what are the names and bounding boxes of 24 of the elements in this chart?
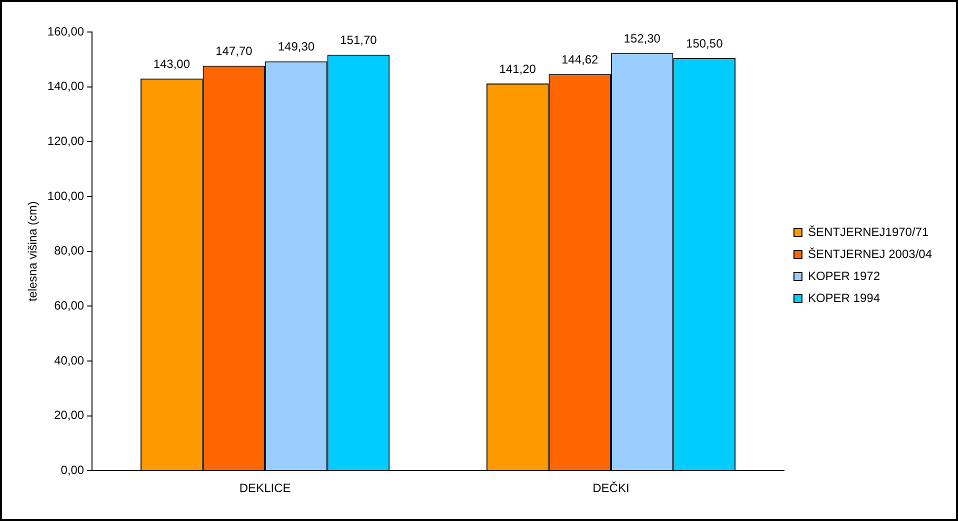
y-tick-label: 60,00 bbox=[54, 298, 84, 312]
y-tick-label: 0,00 bbox=[60, 462, 84, 477]
data-label: 150,50 bbox=[686, 36, 724, 50]
y-tick-label: 120,00 bbox=[47, 134, 84, 148]
legend-label: ŠENTJERNEJ1970/71 bbox=[808, 224, 929, 239]
y-tick-label: 100,00 bbox=[47, 188, 84, 203]
data-label: 144,62 bbox=[562, 52, 599, 66]
y-tick-label: 20,00 bbox=[54, 408, 84, 422]
y-axis-title: telesna višina (cm) bbox=[26, 201, 40, 302]
data-label: 151,70 bbox=[340, 33, 378, 48]
data-label: 143,00 bbox=[153, 56, 190, 71]
legend-label: ŠENTJERNEJ 2003/04 bbox=[808, 246, 932, 261]
data-label: 141,20 bbox=[499, 62, 536, 76]
data-label: 152,30 bbox=[624, 31, 661, 46]
y-tick-label: 40,00 bbox=[54, 353, 84, 368]
x-tick-label: DEKLICE bbox=[239, 481, 291, 496]
legend-label: KOPER 1994 bbox=[808, 290, 880, 305]
y-tick-label: 140,00 bbox=[47, 79, 84, 94]
y-tick-label: 160,00 bbox=[47, 24, 84, 38]
data-label: 147,70 bbox=[216, 44, 253, 58]
y-tick-label: 80,00 bbox=[54, 244, 84, 258]
legend-label: KOPER 1972 bbox=[808, 268, 880, 283]
data-label: 149,30 bbox=[278, 40, 315, 54]
x-tick-label: DEČKI bbox=[592, 481, 630, 496]
